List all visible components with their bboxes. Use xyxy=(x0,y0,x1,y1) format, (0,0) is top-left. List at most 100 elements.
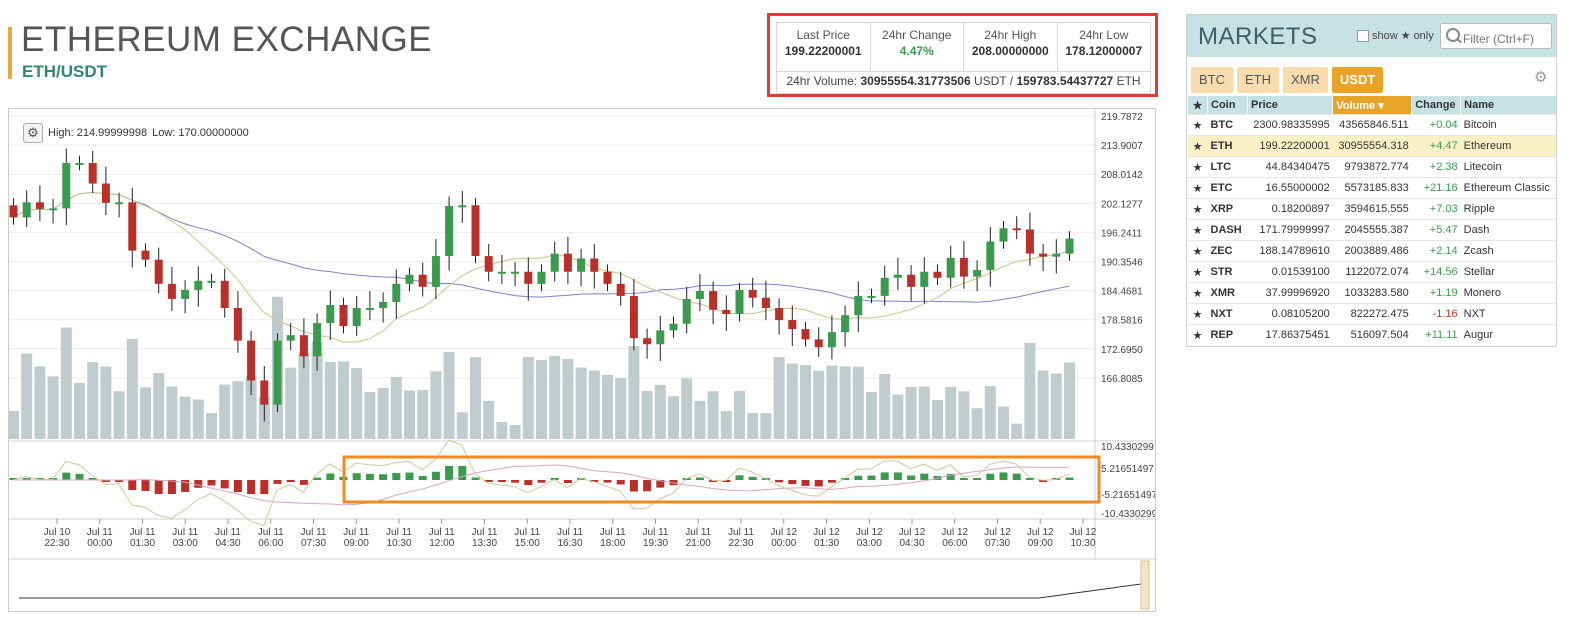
tab-eth[interactable]: ETH xyxy=(1237,67,1279,93)
volume-bar xyxy=(298,352,310,439)
star-icon[interactable]: ★ xyxy=(1187,135,1208,157)
volume-usdt-value: 30955554.31773506 xyxy=(860,74,971,88)
gear-icon[interactable]: ⚙ xyxy=(1534,69,1548,86)
macd-bar xyxy=(695,477,704,480)
macd-bar xyxy=(88,478,97,480)
change-cell: +4.47 xyxy=(1411,135,1461,157)
time-tick-date: Jul 12 xyxy=(1027,527,1054,538)
time-tick-time: 00:00 xyxy=(771,538,796,549)
market-row[interactable]: ★ LTC 44.84340475 9793872.774 +2.38 Litecoin xyxy=(1187,156,1556,178)
market-row[interactable]: ★ NXT 0.08105200 822272.475 -1.16 NXT xyxy=(1187,303,1556,325)
tab-xmr[interactable]: XMR xyxy=(1283,67,1328,93)
candle-body xyxy=(405,274,414,284)
volume-bar xyxy=(998,406,1009,439)
price-tick-label: 190.3546 xyxy=(1101,258,1143,269)
star-icon[interactable]: ★ xyxy=(1187,240,1208,262)
coin-cell: ETC xyxy=(1207,177,1248,199)
macd-bar xyxy=(207,480,216,486)
volume-bar xyxy=(760,413,772,439)
market-row[interactable]: ★ BTC 2300.98335995 43565846.511 +0.04 Bitcoi… xyxy=(1187,114,1556,136)
candle-body xyxy=(524,271,533,284)
time-tick-date: Jul 11 xyxy=(429,527,455,538)
candle-body xyxy=(392,283,401,302)
candle-body xyxy=(352,307,361,327)
macd-bar xyxy=(128,480,137,491)
candle-body xyxy=(629,295,638,339)
volume-bar xyxy=(932,400,943,439)
price-chart[interactable]: 219.7872 213.9007 208.0142 202.1277 196.2411… xyxy=(8,108,1156,612)
low-label: 24hr Low xyxy=(1079,28,1129,42)
star-icon[interactable]: ★ xyxy=(1187,303,1208,325)
star-icon[interactable]: ★ xyxy=(1187,324,1208,345)
time-tick-date: Jul 12 xyxy=(899,527,926,538)
macd-bar xyxy=(524,480,533,486)
price-column-header[interactable]: Price xyxy=(1246,96,1333,115)
volume-bar xyxy=(87,362,99,439)
tab-btc[interactable]: BTC xyxy=(1191,67,1233,93)
macd-bar xyxy=(220,480,229,489)
volume-bar xyxy=(100,366,112,439)
volume-bar xyxy=(496,422,508,439)
market-row[interactable]: ★ ETH 199.22200001 30955554.318 +4.47 Ethereu… xyxy=(1187,135,1556,157)
candle-body xyxy=(115,202,124,205)
volume-bar xyxy=(892,394,904,439)
time-tick-time: 07:30 xyxy=(301,538,326,549)
market-row[interactable]: ★ REP 17.86375451 516097.504 +11.11 Augur xyxy=(1187,324,1556,345)
macd-bar xyxy=(854,475,863,480)
star-icon[interactable]: ★ xyxy=(1187,114,1208,136)
chart-settings-icon[interactable]: ⚙ xyxy=(23,123,43,143)
volume-bar xyxy=(681,378,693,439)
price-cell: 44.84340475 xyxy=(1247,156,1333,178)
star-icon[interactable]: ★ xyxy=(1187,261,1208,283)
change-column-header[interactable]: Change xyxy=(1411,96,1461,115)
star-icon[interactable]: ★ xyxy=(1187,198,1208,220)
navigator-handle xyxy=(1140,560,1150,610)
candle-body xyxy=(445,205,454,257)
star-icon[interactable]: ★ xyxy=(1187,177,1208,199)
candle-body xyxy=(933,271,942,278)
markets-header-row: ★ Coin Price Volume ▾ Change Name xyxy=(1187,96,1556,115)
macd-bar xyxy=(22,478,31,480)
macd-bar xyxy=(656,480,665,488)
coin-column-header[interactable]: Coin xyxy=(1207,96,1248,115)
volume-cell: 5573185.833 xyxy=(1332,177,1412,199)
market-row[interactable]: ★ STR 0.01539100 1122072.074 +14.56 Stellar xyxy=(1187,261,1556,283)
macd-bar xyxy=(405,472,414,480)
volume-cell: 2003889.486 xyxy=(1332,240,1412,262)
title-accent-bar xyxy=(8,27,12,79)
macd-bar xyxy=(313,477,322,480)
tab-usdt[interactable]: USDT xyxy=(1331,67,1384,93)
time-tick-time: 15:00 xyxy=(515,538,540,549)
price-tick-label: 219.7872 xyxy=(1101,112,1143,123)
show-starred-checkbox[interactable] xyxy=(1357,29,1369,42)
name-cell: Augur xyxy=(1460,324,1556,345)
time-tick-time: 03:00 xyxy=(173,538,198,549)
volume-cell: 3594615.555 xyxy=(1332,198,1412,220)
show-starred-toggle[interactable]: show ★ only xyxy=(1357,29,1434,42)
name-column-header[interactable]: Name xyxy=(1460,96,1556,115)
macd-bar xyxy=(35,478,44,480)
market-row[interactable]: ★ ETC 16.55000002 5573185.833 +21.16 Ethereum… xyxy=(1187,177,1556,199)
star-icon[interactable]: ★ xyxy=(1187,282,1208,304)
volume-bar xyxy=(905,387,917,439)
volume-column-header[interactable]: Volume ▾ xyxy=(1332,96,1412,115)
macd-bar xyxy=(801,480,810,486)
macd-bar xyxy=(299,480,308,485)
star-icon[interactable]: ★ xyxy=(1187,156,1208,178)
market-row[interactable]: ★ XMR 37.99996920 1033283.580 +1.19 Monero xyxy=(1187,282,1556,304)
chart-canvas[interactable]: 219.7872 213.9007 208.0142 202.1277 196.2411… xyxy=(9,109,1155,611)
name-cell: Litecoin xyxy=(1460,156,1556,178)
last-price-label: Last Price xyxy=(796,28,850,42)
market-row[interactable]: ★ XRP 0.18200897 3594615.555 +7.03 Ripple xyxy=(1187,198,1556,220)
change-cell: +2.14 xyxy=(1411,240,1461,262)
candle-body xyxy=(339,304,348,327)
macd-bar xyxy=(431,471,440,480)
coin-cell: REP xyxy=(1207,324,1248,345)
time-tick-date: Jul 12 xyxy=(1070,527,1097,538)
name-cell: Bitcoin xyxy=(1460,114,1556,136)
star-column-header[interactable]: ★ xyxy=(1187,96,1208,115)
market-row[interactable]: ★ DASH 171.79999997 2045555.387 +5.47 Dash xyxy=(1187,219,1556,241)
market-row[interactable]: ★ ZEC 188.14789610 2003889.486 +2.14 Zcash xyxy=(1187,240,1556,262)
macd-bar xyxy=(458,466,467,480)
star-icon[interactable]: ★ xyxy=(1187,219,1208,241)
